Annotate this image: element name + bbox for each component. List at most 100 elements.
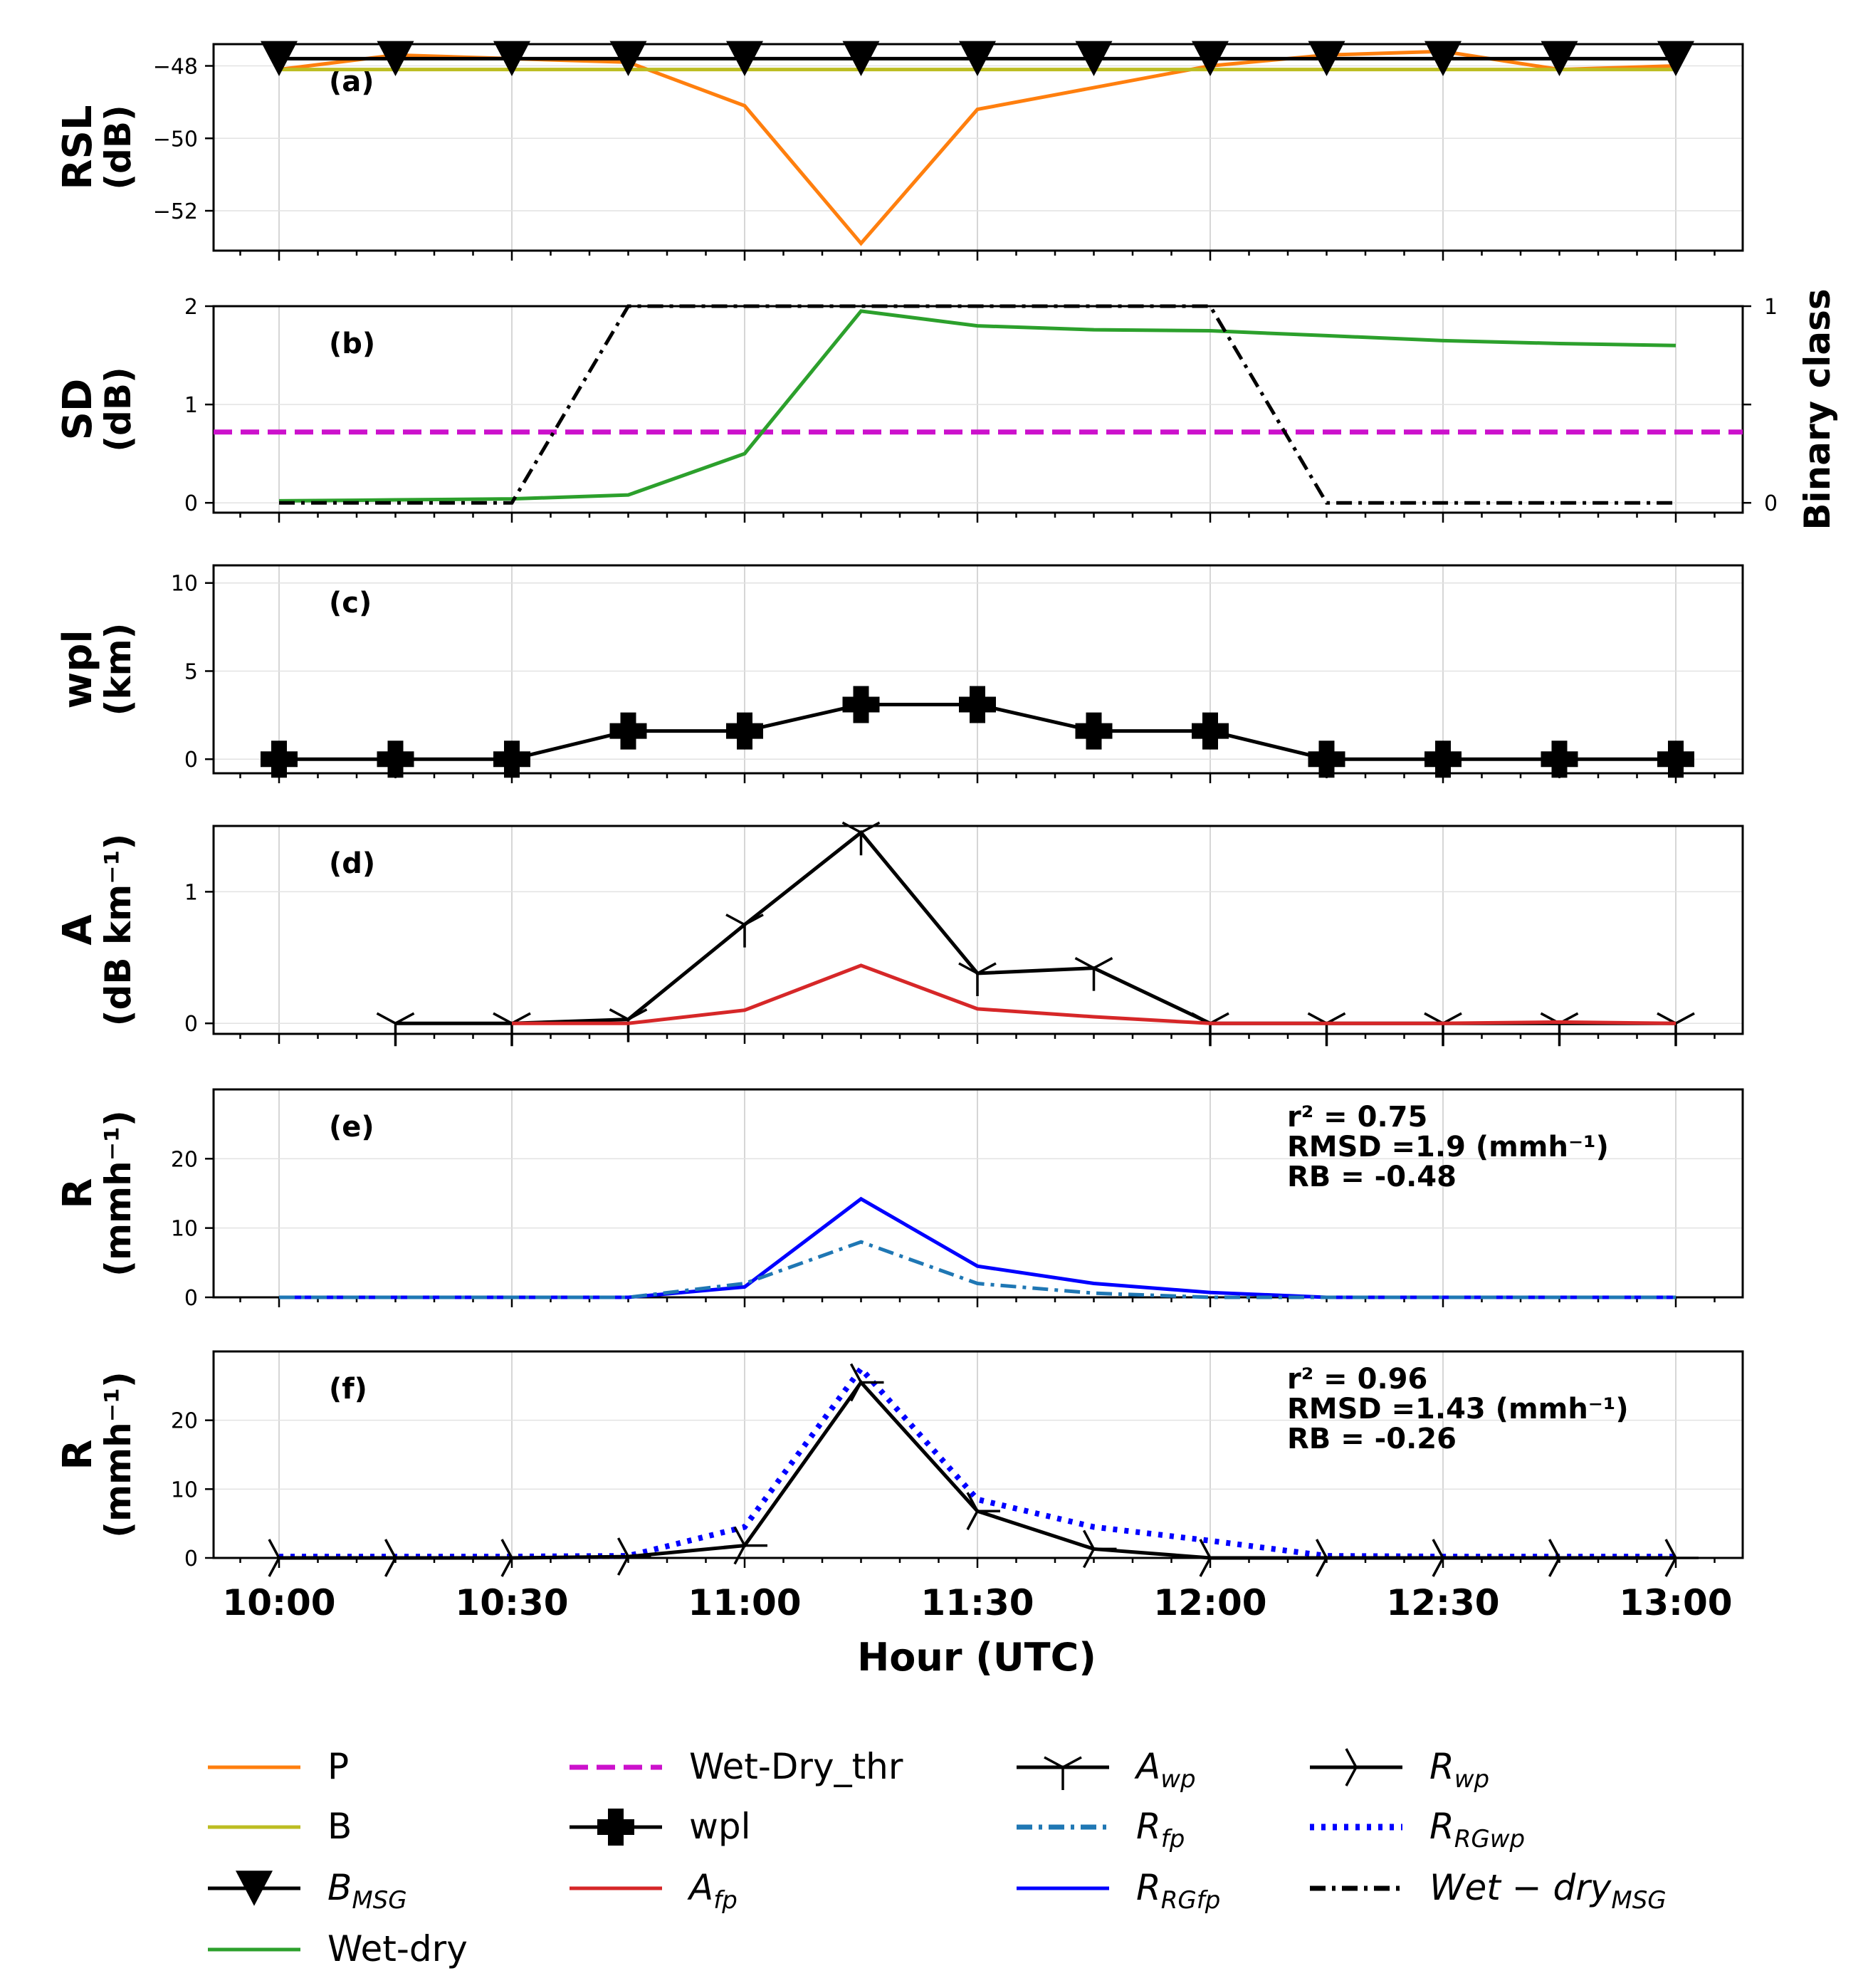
series-b-msg-marker	[959, 41, 996, 77]
y-axis-unit: (dB)	[98, 367, 139, 452]
y-tick-label: 20	[171, 1409, 198, 1434]
series-b-msg-marker	[377, 41, 414, 77]
legend-label: wpl	[689, 1806, 751, 1847]
series-r-wp-marker	[1199, 1539, 1233, 1577]
series-wet-dry-msg-line	[279, 304, 1676, 505]
y-tick-label: 10	[171, 1477, 198, 1502]
y-tick-label: 2	[184, 295, 198, 320]
series-b-msg-marker	[493, 41, 530, 77]
series-b-msg-marker	[1308, 41, 1345, 77]
y-axis-unit: (mmh⁻¹)	[98, 1110, 139, 1277]
y-axis-unit: (dB km⁻¹)	[98, 834, 139, 1027]
panel-label: (c)	[329, 587, 372, 619]
series-wet-dry-line	[278, 309, 1677, 503]
series-r-wp-marker	[849, 1363, 884, 1402]
panel-label: (e)	[329, 1111, 374, 1144]
plot-frame	[212, 825, 1744, 1035]
panel-label: (f)	[329, 1373, 367, 1406]
y-axis-label: SD	[55, 379, 101, 441]
y-tick-label: 0	[184, 1547, 198, 1571]
legend-label: RRGwp	[1429, 1806, 1525, 1853]
plot-frame	[212, 43, 1744, 252]
panel-label: (d)	[329, 847, 375, 880]
y-tick-label: 0	[184, 1286, 198, 1311]
series-a-wp-marker	[1307, 1012, 1346, 1047]
series-wpl-marker	[1075, 712, 1113, 750]
series-r-wp-marker	[1548, 1539, 1583, 1577]
y-tick-label: 0	[184, 491, 198, 516]
legend-item-r-rg-fp: RRGfp	[1017, 1867, 1220, 1915]
series-wpl-marker	[1541, 741, 1578, 778]
series-r-fp-line	[279, 1240, 1676, 1299]
y-tick-label: 10	[171, 572, 198, 597]
series-wpl-marker	[1424, 741, 1462, 778]
series-b-msg-marker	[261, 41, 298, 77]
stat-text: RB = -0.48	[1287, 1161, 1457, 1193]
legend-marker	[236, 1871, 273, 1906]
series-a-wp-marker	[958, 962, 997, 996]
legend-item-r-rg-wp: RRGwp	[1310, 1806, 1525, 1853]
legend-label: Awp	[1134, 1746, 1196, 1794]
y2-tick-label: 1	[1764, 295, 1778, 320]
series-wpl-marker	[959, 686, 996, 723]
legend-label: B	[327, 1806, 352, 1847]
legend-marker	[1044, 1756, 1082, 1790]
legend-label: Wet-dry	[327, 1928, 468, 1969]
legend-marker	[597, 1809, 634, 1846]
y-tick-label: −48	[153, 55, 198, 80]
series-wpl-marker	[842, 686, 880, 723]
plot-frame	[212, 305, 1744, 514]
legend-item-a-wp: Awp	[1017, 1746, 1196, 1794]
series-r-wp-marker	[500, 1539, 535, 1577]
x-axis-label: Hour (UTC)	[857, 1635, 1096, 1680]
y-axis-label: R	[55, 1439, 101, 1470]
series-wpl-marker	[609, 712, 647, 750]
legend-label: Wet − dryMSG	[1429, 1867, 1667, 1915]
panel-d: 0 1 A(dB km⁻¹) (d)	[55, 821, 1744, 1047]
series-r-wp-marker	[616, 1537, 651, 1576]
series-b-msg-marker	[842, 41, 880, 77]
series-b-msg-marker	[1192, 41, 1229, 77]
y-axis-unit: (dB)	[98, 105, 139, 190]
stat-text: r² = 0.96	[1287, 1363, 1427, 1396]
series-r-wp-marker	[966, 1492, 1000, 1531]
series-b-msg-marker	[609, 41, 647, 77]
stat-text: RMSD =1.43 (mmh⁻¹)	[1287, 1393, 1629, 1425]
series-a-wp-marker	[376, 1012, 415, 1047]
y-axis-unit: (mmh⁻¹)	[98, 1371, 139, 1538]
series-a-wp-marker	[609, 1008, 648, 1042]
series-b-msg-marker	[726, 41, 763, 77]
series-r-wp-marker	[1315, 1539, 1350, 1577]
y2-axis-label: Binary class	[1797, 288, 1838, 530]
legend-marker	[1345, 1748, 1379, 1786]
legend-label: Wet-Dry_thr	[689, 1746, 903, 1787]
series-b-msg-marker	[1657, 41, 1694, 77]
stat-text: r² = 0.75	[1287, 1101, 1427, 1134]
legend-item-wpl: wpl	[570, 1806, 751, 1847]
y-tick-label: 20	[171, 1147, 198, 1172]
series-wpl-marker	[1308, 741, 1345, 778]
legend-label: Rfp	[1136, 1806, 1185, 1853]
series-wpl-marker	[726, 712, 763, 750]
series-a-fp-line	[512, 963, 1677, 1025]
legend-label: BMSG	[327, 1867, 407, 1915]
legend-label: Afp	[687, 1867, 738, 1915]
stat-text: RMSD =1.9 (mmh⁻¹)	[1287, 1131, 1609, 1163]
series-r-wp-marker	[733, 1526, 767, 1565]
y-tick-label: −50	[153, 127, 198, 152]
series-b-msg-marker	[1541, 41, 1578, 77]
legend-item-p: P	[208, 1746, 349, 1787]
panel-c: 0 5 10 wpl(km) (c)	[55, 564, 1744, 783]
y-tick-label: −52	[153, 199, 198, 224]
plot-frame	[212, 564, 1744, 775]
y2-tick-label: 0	[1764, 491, 1778, 516]
y-tick-label: 1	[184, 880, 198, 905]
series-wpl-marker	[261, 741, 298, 778]
y-axis-label: A	[55, 914, 101, 946]
legend-item-r-wp: Rwp	[1310, 1746, 1489, 1794]
